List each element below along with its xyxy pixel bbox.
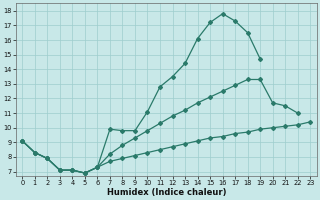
X-axis label: Humidex (Indice chaleur): Humidex (Indice chaleur) xyxy=(107,188,226,197)
